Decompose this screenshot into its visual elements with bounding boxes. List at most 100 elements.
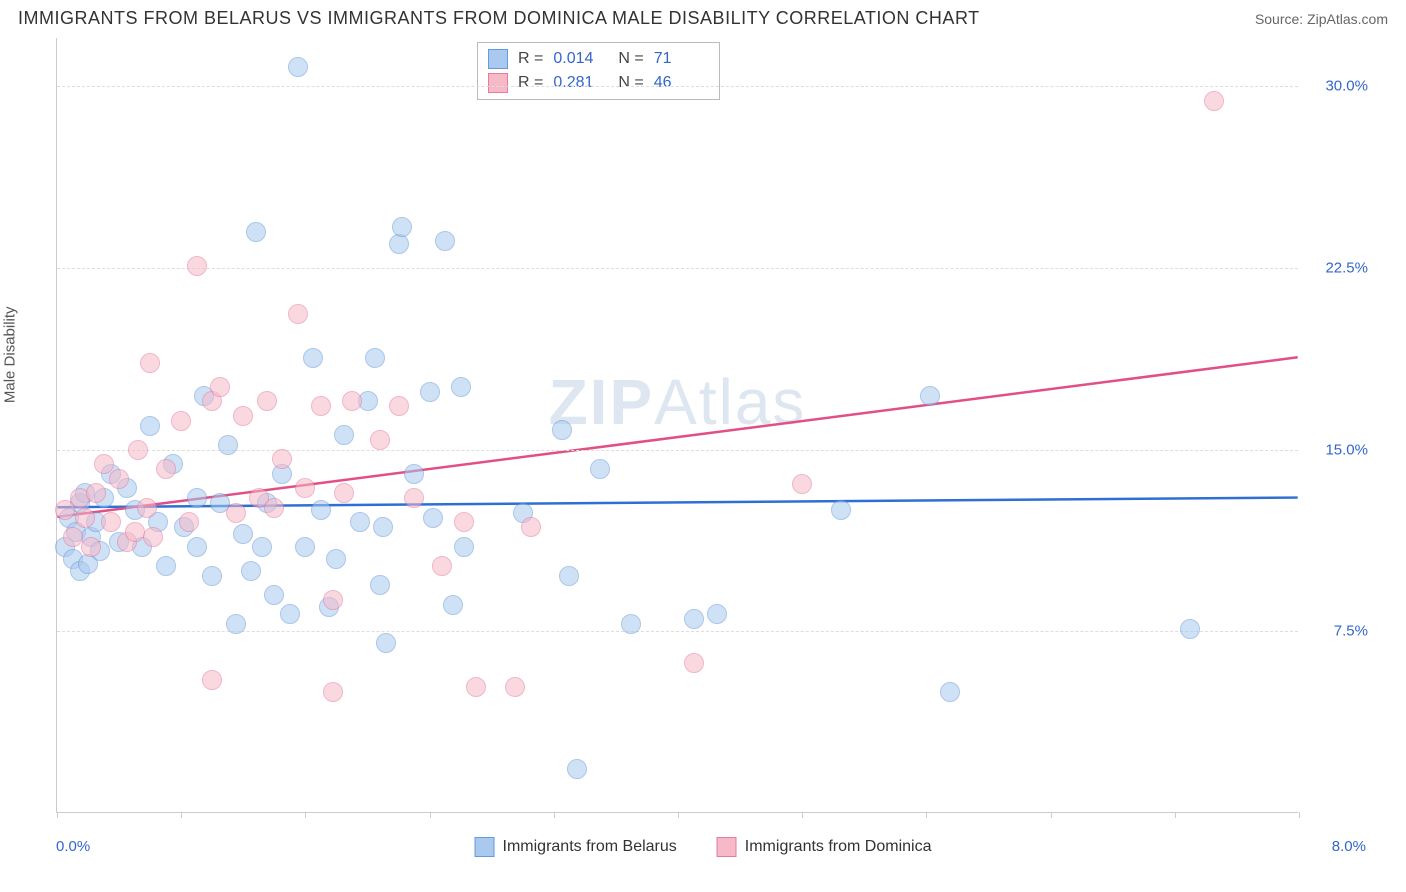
scatter-point-dominica xyxy=(454,512,474,532)
scatter-point-belarus xyxy=(940,682,960,702)
scatter-point-belarus xyxy=(202,566,222,586)
scatter-point-belarus xyxy=(435,231,455,251)
x-tick xyxy=(57,812,58,818)
scatter-point-dominica xyxy=(140,353,160,373)
scatter-point-belarus xyxy=(350,512,370,532)
scatter-point-belarus xyxy=(187,537,207,557)
scatter-point-belarus xyxy=(590,459,610,479)
scatter-point-belarus xyxy=(552,420,572,440)
r-label: R = xyxy=(518,74,543,92)
scatter-point-belarus xyxy=(376,633,396,653)
scatter-point-belarus xyxy=(226,614,246,634)
scatter-point-dominica xyxy=(128,440,148,460)
scatter-point-dominica xyxy=(288,304,308,324)
scatter-point-belarus xyxy=(389,234,409,254)
scatter-point-dominica xyxy=(684,653,704,673)
scatter-point-dominica xyxy=(202,670,222,690)
scatter-point-dominica xyxy=(311,396,331,416)
scatter-point-belarus xyxy=(252,537,272,557)
scatter-point-belarus xyxy=(156,556,176,576)
legend-swatch-belarus xyxy=(488,49,508,69)
scatter-point-dominica xyxy=(404,488,424,508)
scatter-point-dominica xyxy=(210,377,230,397)
plot-area: ZIPAtlas R =0.014N =71R =0.281N =46 7.5%… xyxy=(56,38,1298,813)
legend-swatch-dominica xyxy=(488,73,508,93)
legend-item-dominica: Immigrants from Dominica xyxy=(717,837,932,857)
x-tick xyxy=(554,812,555,818)
stats-legend: R =0.014N =71R =0.281N =46 xyxy=(477,42,720,100)
scatter-point-dominica xyxy=(156,459,176,479)
scatter-point-belarus xyxy=(684,609,704,629)
y-axis-label: Male Disability xyxy=(2,306,19,403)
scatter-point-belarus xyxy=(246,222,266,242)
scatter-point-belarus xyxy=(264,585,284,605)
scatter-point-belarus xyxy=(218,435,238,455)
source-attribution: Source: ZipAtlas.com xyxy=(1255,11,1388,27)
scatter-point-dominica xyxy=(792,474,812,494)
scatter-point-belarus xyxy=(451,377,471,397)
x-tick xyxy=(926,812,927,818)
scatter-point-dominica xyxy=(342,391,362,411)
scatter-point-dominica xyxy=(171,411,191,431)
scatter-point-belarus xyxy=(365,348,385,368)
chart-title: IMMIGRANTS FROM BELARUS VS IMMIGRANTS FR… xyxy=(18,8,980,29)
scatter-point-belarus xyxy=(373,517,393,537)
scatter-point-dominica xyxy=(86,483,106,503)
scatter-point-dominica xyxy=(334,483,354,503)
scatter-point-belarus xyxy=(404,464,424,484)
scatter-point-belarus xyxy=(288,57,308,77)
r-value: 0.281 xyxy=(553,74,608,92)
scatter-point-belarus xyxy=(920,386,940,406)
y-tick-label: 7.5% xyxy=(1334,623,1368,640)
scatter-point-dominica xyxy=(432,556,452,576)
series-legend: Immigrants from Belarus Immigrants from D… xyxy=(475,837,932,857)
trend-line-dominica xyxy=(57,357,1297,517)
scatter-point-dominica xyxy=(295,478,315,498)
scatter-point-belarus xyxy=(454,537,474,557)
gridline xyxy=(57,268,1298,269)
n-label: N = xyxy=(618,74,643,92)
scatter-point-dominica xyxy=(389,396,409,416)
x-axis-max-label: 8.0% xyxy=(1332,838,1366,855)
scatter-point-belarus xyxy=(392,217,412,237)
x-tick xyxy=(1175,812,1176,818)
scatter-point-dominica xyxy=(264,498,284,518)
chart-header: IMMIGRANTS FROM BELARUS VS IMMIGRANTS FR… xyxy=(0,0,1406,33)
scatter-point-belarus xyxy=(311,500,331,520)
scatter-point-belarus xyxy=(280,604,300,624)
scatter-point-dominica xyxy=(521,517,541,537)
scatter-point-belarus xyxy=(303,348,323,368)
scatter-point-belarus xyxy=(187,488,207,508)
scatter-point-belarus xyxy=(140,416,160,436)
stats-row-dominica: R = 0.281 N = 46 xyxy=(488,71,709,95)
legend-swatch-dominica xyxy=(717,837,737,857)
legend-label: Immigrants from Dominica xyxy=(745,838,932,856)
scatter-point-dominica xyxy=(1204,91,1224,111)
legend-swatch-belarus xyxy=(475,837,495,857)
scatter-point-dominica xyxy=(143,527,163,547)
scatter-point-dominica xyxy=(109,469,129,489)
scatter-point-belarus xyxy=(559,566,579,586)
r-value: 0.014 xyxy=(553,50,608,68)
scatter-point-belarus xyxy=(420,382,440,402)
scatter-point-dominica xyxy=(187,256,207,276)
watermark: ZIPAtlas xyxy=(549,365,807,439)
n-label: N = xyxy=(618,50,643,68)
scatter-point-belarus xyxy=(241,561,261,581)
scatter-point-belarus xyxy=(295,537,315,557)
scatter-point-dominica xyxy=(137,498,157,518)
gridline xyxy=(57,450,1298,451)
x-tick xyxy=(181,812,182,818)
n-value: 46 xyxy=(654,74,709,92)
gridline xyxy=(57,86,1298,87)
scatter-point-dominica xyxy=(63,527,83,547)
legend-item-belarus: Immigrants from Belarus xyxy=(475,837,677,857)
x-tick xyxy=(305,812,306,818)
x-tick xyxy=(1051,812,1052,818)
scatter-point-belarus xyxy=(423,508,443,528)
scatter-point-dominica xyxy=(323,682,343,702)
scatter-point-dominica xyxy=(125,522,145,542)
gridline xyxy=(57,631,1298,632)
scatter-point-dominica xyxy=(272,449,292,469)
chart-container: Male Disability ZIPAtlas R =0.014N =71R … xyxy=(18,33,1388,853)
